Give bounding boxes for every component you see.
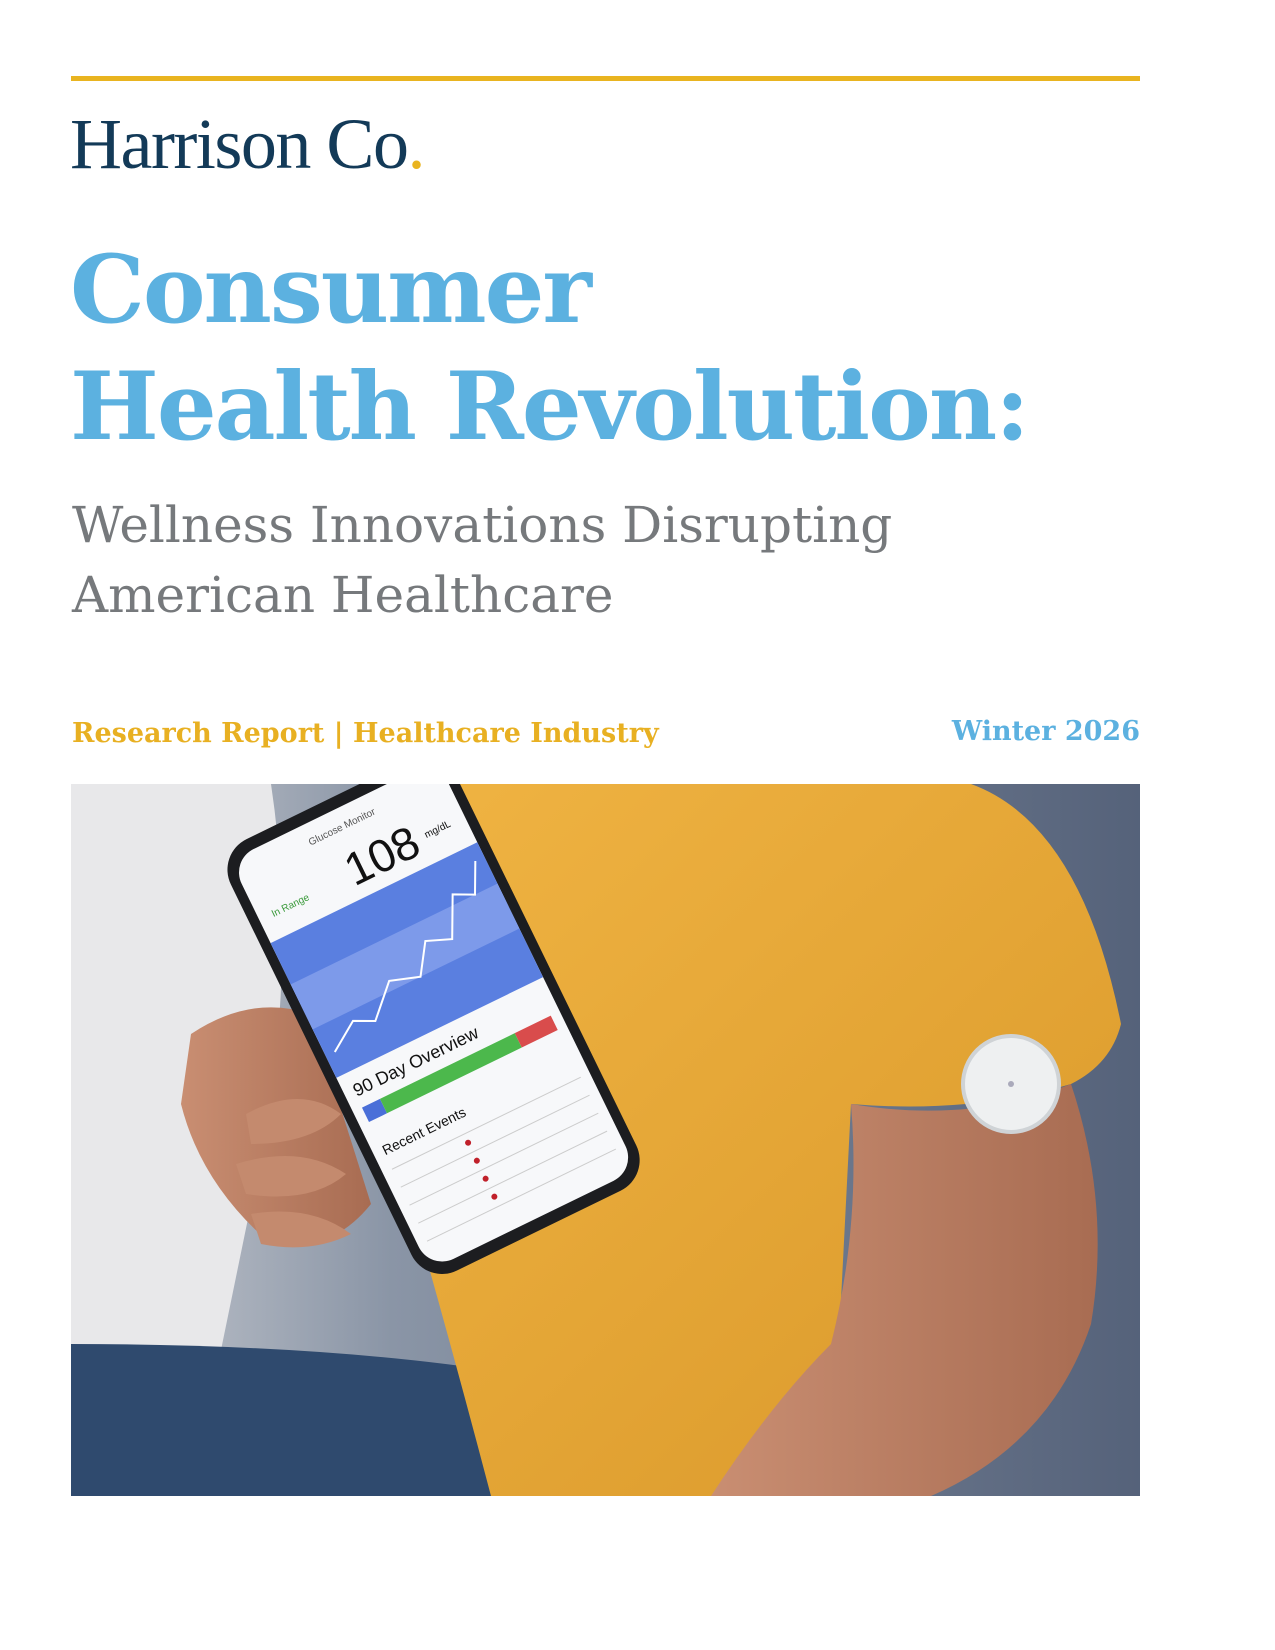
subtitle-line-2: American Healthcare [72,566,614,624]
glucose-line [333,861,477,1053]
target-range-band [290,883,520,1030]
title-line-1: Consumer [70,235,592,345]
sensor-center [1008,1081,1014,1087]
cover-photo-illustration: Glucose Monitor In Range 108 mg/dL 90 Da… [71,784,1140,1496]
yellow-shirt [371,784,1121,1496]
brand-dot: . [407,104,425,184]
brand-logo: Harrison Co. [70,108,425,180]
brand-name: Harrison Co [70,104,409,184]
report-type: Research Report | Healthcare Industry [72,718,659,749]
report-season: Winter 2026 [951,716,1140,747]
title-line-2: Health Revolution: [70,352,1030,462]
fingers [236,1099,351,1248]
low-bar [361,1098,387,1123]
blood-drop-icons [465,1139,498,1200]
top-accent-rule [71,76,1140,81]
high-bar [514,1015,558,1048]
event-rows [391,1076,617,1242]
white-blanket [71,784,283,1496]
report-subtitle: Wellness Innovations Disrupting American… [72,490,892,630]
cover-photo: Glucose Monitor In Range 108 mg/dL 90 Da… [71,784,1140,1496]
smartphone: Glucose Monitor In Range 108 mg/dL 90 Da… [227,784,640,1274]
normal-bar [379,1033,522,1114]
arm [711,1084,1098,1496]
report-title: Consumer Health Revolution: [70,232,1030,466]
subtitle-line-1: Wellness Innovations Disrupting [72,496,893,554]
